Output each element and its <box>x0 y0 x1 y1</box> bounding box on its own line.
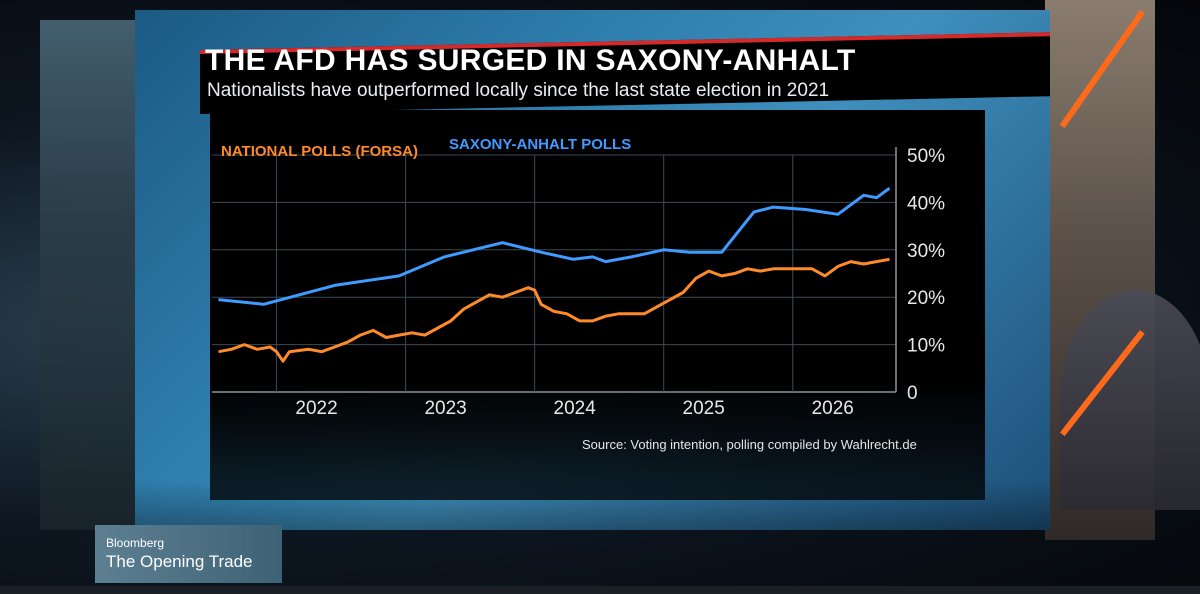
x-tick-label: 2026 <box>812 398 854 419</box>
chart-panel <box>210 110 985 500</box>
bottom-bar <box>0 586 1200 594</box>
y-tick-label: 20% <box>907 288 945 309</box>
chart-subheadline: Nationalists have outperformed locally s… <box>207 80 830 101</box>
y-tick-label: 40% <box>907 193 945 214</box>
show-title: The Opening Trade <box>106 552 253 571</box>
y-tick-label: 0 <box>907 383 918 404</box>
saxony-anhalt-polls-line <box>218 186 891 306</box>
dome-building <box>1060 290 1200 510</box>
y-tick-label: 50% <box>907 146 945 167</box>
y-tick-label: 30% <box>907 241 945 262</box>
network-brand: Bloomberg <box>106 536 165 550</box>
legend-national-polls: NATIONAL POLLS (FORSA) <box>221 143 418 160</box>
x-tick-label: 2023 <box>424 398 466 419</box>
source-note: Source: Voting intention, polling compil… <box>582 437 917 452</box>
lower-third-box <box>95 525 282 583</box>
y-tick-label: 10% <box>907 336 945 357</box>
chart-headline: THE AFD HAS SURGED IN SAXONY-ANHALT <box>205 44 856 77</box>
city-skyline-left <box>40 20 140 530</box>
national-polls-line <box>218 257 890 363</box>
x-tick-label: 2025 <box>683 398 725 419</box>
legend-saxony-anhalt-polls: SAXONY-ANHALT POLLS <box>449 136 632 153</box>
x-tick-label: 2022 <box>295 398 337 419</box>
x-tick-label: 2024 <box>554 398 597 419</box>
